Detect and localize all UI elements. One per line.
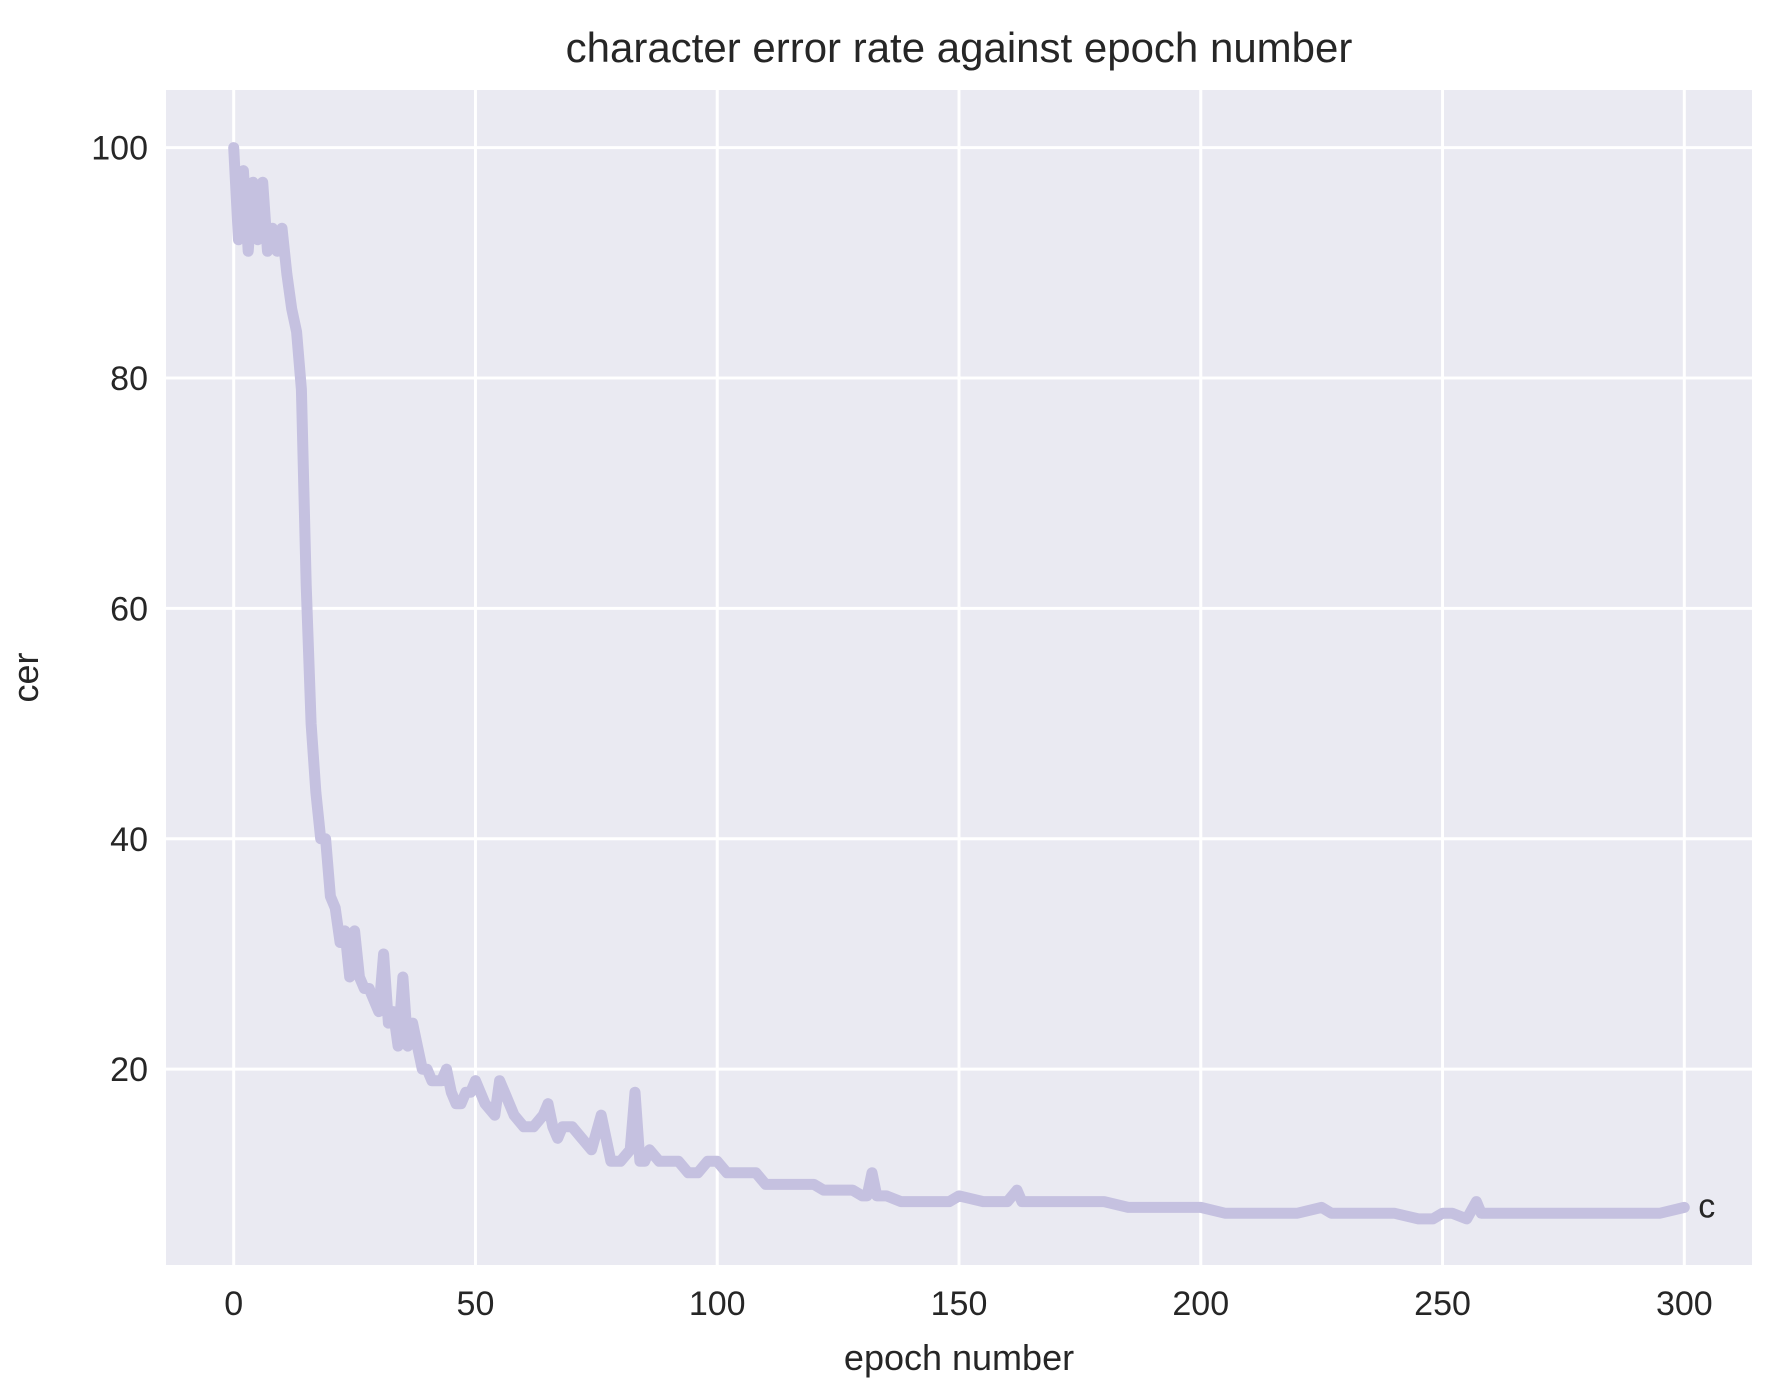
x-tick-label: 0 — [224, 1285, 243, 1323]
x-tick-label: 250 — [1414, 1285, 1471, 1323]
y-tick-label: 100 — [91, 130, 148, 168]
y-tick-label: 60 — [110, 590, 148, 628]
x-tick-label: 50 — [457, 1285, 495, 1323]
x-axis-label: epoch number — [844, 1337, 1074, 1378]
chart-title: character error rate against epoch numbe… — [566, 24, 1353, 71]
cer-series-line — [228, 142, 1690, 1225]
tick-labels: 0 50 100 150 200 250 300 20 40 60 80 100 — [91, 130, 1712, 1323]
y-tick-label: 40 — [110, 821, 148, 859]
x-tick-label: 200 — [1172, 1285, 1229, 1323]
y-tick-label: 80 — [110, 360, 148, 398]
x-tick-label: 150 — [931, 1285, 988, 1323]
line-end-annotation: c — [1698, 1187, 1715, 1225]
series-layer — [228, 142, 1690, 1225]
y-tick-label: 20 — [110, 1051, 148, 1089]
x-tick-label: 300 — [1656, 1285, 1713, 1323]
x-tick-label: 100 — [689, 1285, 746, 1323]
y-axis-label: cer — [5, 652, 46, 702]
